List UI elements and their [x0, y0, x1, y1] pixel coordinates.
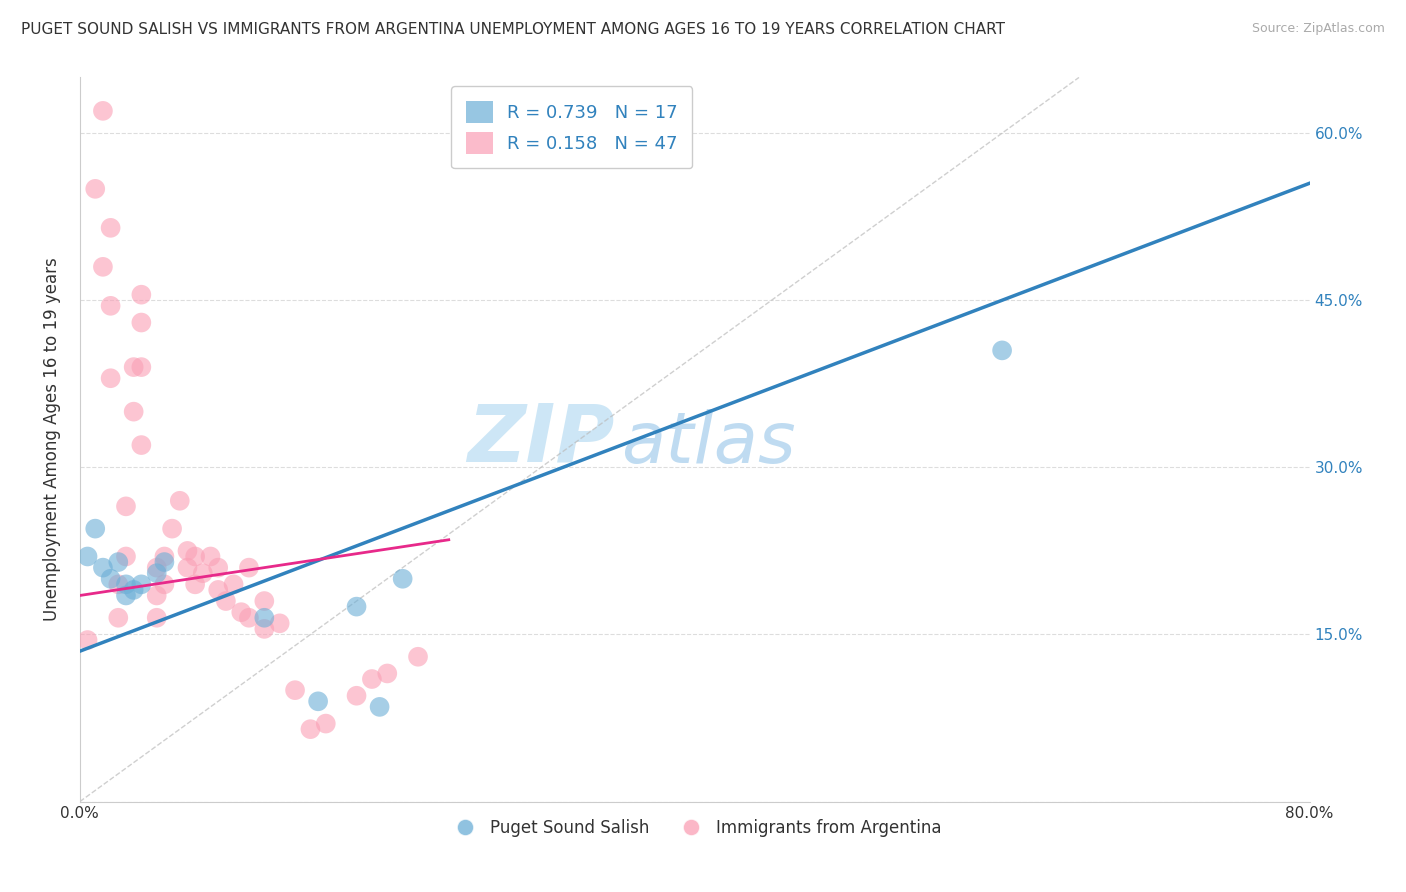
- Point: [160, 522, 183, 536]
- Point: [76, 549, 98, 564]
- Point: [145, 611, 167, 625]
- Point: [991, 343, 1014, 358]
- Point: [315, 716, 337, 731]
- Point: [115, 500, 138, 514]
- Point: [107, 611, 129, 625]
- Point: [169, 493, 191, 508]
- Point: [406, 649, 429, 664]
- Point: [84, 182, 107, 196]
- Point: [145, 589, 167, 603]
- Point: [131, 287, 153, 301]
- Point: [122, 582, 145, 597]
- Point: [91, 103, 114, 118]
- Point: [207, 560, 229, 574]
- Point: [115, 589, 138, 603]
- Point: [115, 549, 138, 564]
- Y-axis label: Unemployment Among Ages 16 to 19 years: Unemployment Among Ages 16 to 19 years: [44, 258, 60, 622]
- Point: [176, 544, 198, 558]
- Point: [184, 577, 207, 591]
- Point: [122, 360, 145, 375]
- Point: [100, 371, 122, 385]
- Point: [215, 594, 238, 608]
- Point: [207, 582, 229, 597]
- Point: [84, 522, 107, 536]
- Point: [100, 220, 122, 235]
- Point: [76, 633, 98, 648]
- Point: [131, 577, 153, 591]
- Point: [153, 549, 176, 564]
- Point: [115, 577, 138, 591]
- Point: [100, 299, 122, 313]
- Legend: Puget Sound Salish, Immigrants from Argentina: Puget Sound Salish, Immigrants from Arge…: [441, 813, 948, 844]
- Point: [153, 577, 176, 591]
- Point: [361, 672, 384, 686]
- Point: [107, 555, 129, 569]
- Point: [131, 438, 153, 452]
- Point: [253, 611, 276, 625]
- Point: [100, 572, 122, 586]
- Point: [145, 566, 167, 581]
- Point: [375, 666, 398, 681]
- Point: [238, 611, 260, 625]
- Point: [253, 622, 276, 636]
- Point: [346, 689, 368, 703]
- Point: [122, 404, 145, 418]
- Point: [391, 572, 413, 586]
- Point: [145, 560, 167, 574]
- Point: [299, 722, 322, 736]
- Point: [368, 699, 391, 714]
- Text: Source: ZipAtlas.com: Source: ZipAtlas.com: [1251, 22, 1385, 36]
- Point: [153, 555, 176, 569]
- Point: [231, 605, 253, 619]
- Point: [346, 599, 368, 614]
- Point: [131, 360, 153, 375]
- Point: [131, 316, 153, 330]
- Point: [307, 694, 329, 708]
- Point: [91, 560, 114, 574]
- Point: [176, 560, 198, 574]
- Text: atlas: atlas: [621, 409, 796, 477]
- Point: [91, 260, 114, 274]
- Point: [222, 577, 245, 591]
- Text: ZIP: ZIP: [467, 401, 614, 478]
- Point: [184, 549, 207, 564]
- Point: [191, 566, 214, 581]
- Point: [107, 577, 129, 591]
- Point: [253, 594, 276, 608]
- Point: [284, 683, 307, 698]
- Text: PUGET SOUND SALISH VS IMMIGRANTS FROM ARGENTINA UNEMPLOYMENT AMONG AGES 16 TO 19: PUGET SOUND SALISH VS IMMIGRANTS FROM AR…: [21, 22, 1005, 37]
- Point: [200, 549, 222, 564]
- Point: [269, 616, 291, 631]
- Point: [238, 560, 260, 574]
